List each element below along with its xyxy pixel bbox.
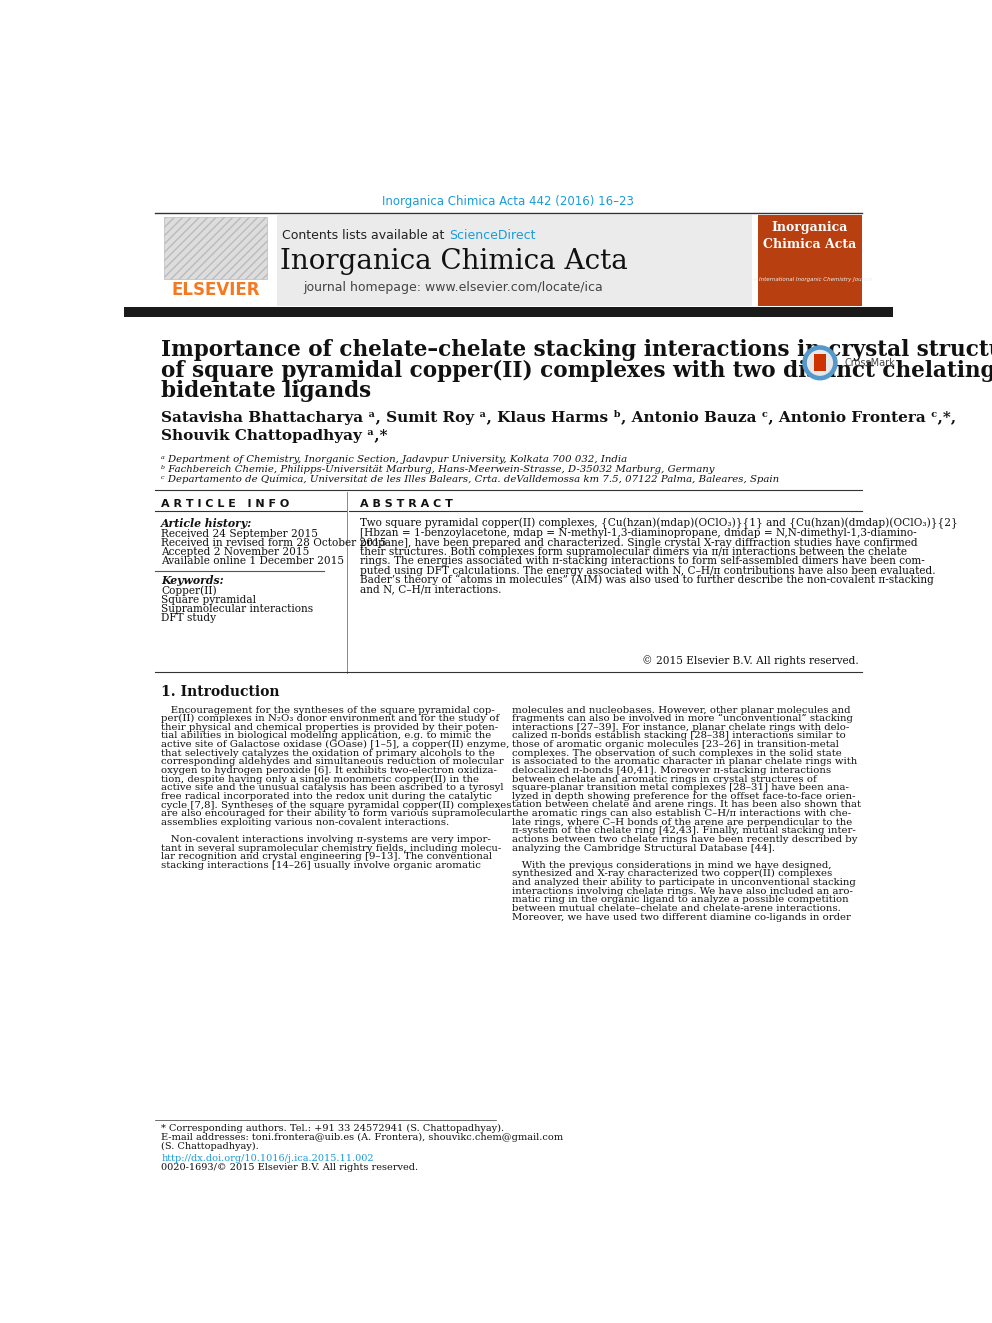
Text: Moreover, we have used two different diamine co-ligands in order: Moreover, we have used two different dia… <box>512 913 850 922</box>
Text: rings. The energies associated with π-stacking interactions to form self-assembl: rings. The energies associated with π-st… <box>359 556 925 566</box>
Text: calized π-bonds establish stacking [28–38] interactions similar to: calized π-bonds establish stacking [28–3… <box>512 732 845 741</box>
Text: Square pyramidal: Square pyramidal <box>161 595 256 605</box>
Text: Received 24 September 2015: Received 24 September 2015 <box>161 529 318 538</box>
Text: bidentate ligands: bidentate ligands <box>161 380 371 402</box>
Text: their structures. Both complexes form supramolecular dimers via π/π interactions: their structures. Both complexes form su… <box>359 546 907 557</box>
Text: Inorganica
Chimica Acta: Inorganica Chimica Acta <box>763 221 856 251</box>
Text: tion, despite having only a single monomeric copper(II) in the: tion, despite having only a single monom… <box>161 774 479 783</box>
Text: assemblies exploiting various non-covalent interactions.: assemblies exploiting various non-covale… <box>161 818 449 827</box>
Text: π-system of the chelate ring [42,43]. Finally, mutual stacking inter-: π-system of the chelate ring [42,43]. Fi… <box>512 827 855 835</box>
Text: per(II) complexes in N₂O₃ donor environment and for the study of: per(II) complexes in N₂O₃ donor environm… <box>161 714 499 724</box>
Bar <box>155 214 752 306</box>
Text: With the previous considerations in mind we have designed,: With the previous considerations in mind… <box>512 861 831 869</box>
Circle shape <box>807 351 832 376</box>
Text: stacking interactions [14–26] usually involve organic aromatic: stacking interactions [14–26] usually in… <box>161 861 481 869</box>
Text: E-mail addresses: toni.frontera@uib.es (A. Frontera), shouvikc.chem@gmail.com: E-mail addresses: toni.frontera@uib.es (… <box>161 1132 563 1142</box>
Text: lyzed in depth showing preference for the offset face-to-face orien-: lyzed in depth showing preference for th… <box>512 792 855 800</box>
Text: Accepted 2 November 2015: Accepted 2 November 2015 <box>161 548 310 557</box>
Text: Inorganica Chimica Acta 442 (2016) 16–23: Inorganica Chimica Acta 442 (2016) 16–23 <box>383 194 634 208</box>
Text: Supramolecular interactions: Supramolecular interactions <box>161 605 313 614</box>
Text: propane], have been prepared and characterized. Single crystal X-ray diffraction: propane], have been prepared and charact… <box>359 537 918 548</box>
Text: * Corresponding authors. Tel.: +91 33 24572941 (S. Chattopadhyay).: * Corresponding authors. Tel.: +91 33 24… <box>161 1123 504 1132</box>
Text: Encouragement for the syntheses of the square pyramidal cop-: Encouragement for the syntheses of the s… <box>161 705 495 714</box>
Text: Copper(II): Copper(II) <box>161 586 217 595</box>
Text: tial abilities in biological modeling application, e.g. to mimic the: tial abilities in biological modeling ap… <box>161 732 491 741</box>
Text: ᵇ Fachbereich Chemie, Philipps-Universität Marburg, Hans-Meerwein-Strasse, D-350: ᵇ Fachbereich Chemie, Philipps-Universit… <box>161 464 714 474</box>
Text: are also encouraged for their ability to form various supramolecular: are also encouraged for their ability to… <box>161 810 512 818</box>
Text: http://dx.doi.org/10.1016/j.ica.2015.11.002: http://dx.doi.org/10.1016/j.ica.2015.11.… <box>161 1154 374 1163</box>
Text: fragments can also be involved in more “unconventional” stacking: fragments can also be involved in more “… <box>512 714 852 724</box>
Text: Importance of chelate–chelate stacking interactions in crystal structures: Importance of chelate–chelate stacking i… <box>161 339 992 361</box>
Text: between chelate and aromatic rings in crystal structures of: between chelate and aromatic rings in cr… <box>512 774 816 783</box>
Text: delocalized π-bonds [40,41]. Moreover π-stacking interactions: delocalized π-bonds [40,41]. Moreover π-… <box>512 766 830 775</box>
Text: actions between two chelate rings have been recently described by: actions between two chelate rings have b… <box>512 835 857 844</box>
Text: ScienceDirect: ScienceDirect <box>449 229 536 242</box>
Text: oxygen to hydrogen peroxide [6]. It exhibits two-electron oxidiza-: oxygen to hydrogen peroxide [6]. It exhi… <box>161 766 497 775</box>
Text: Shouvik Chattopadhyay ᵃ,*: Shouvik Chattopadhyay ᵃ,* <box>161 429 388 443</box>
Text: and N, C–H/π interactions.: and N, C–H/π interactions. <box>359 585 501 594</box>
Circle shape <box>803 345 837 380</box>
Text: DFT study: DFT study <box>161 614 216 623</box>
Text: (S. Chattopadhyay).: (S. Chattopadhyay). <box>161 1142 259 1151</box>
Text: Received in revised form 28 October 2015: Received in revised form 28 October 2015 <box>161 538 387 548</box>
Text: corresponding aldehydes and simultaneous reduction of molecular: corresponding aldehydes and simultaneous… <box>161 757 504 766</box>
Bar <box>155 214 278 306</box>
Text: CrossMark: CrossMark <box>845 357 896 368</box>
Text: ᶜ Departamento de Química, Universitat de les Illes Balears, Crta. deValldemossa: ᶜ Departamento de Química, Universitat d… <box>161 475 780 484</box>
Text: late rings, where C–H bonds of the arene are perpendicular to the: late rings, where C–H bonds of the arene… <box>512 818 852 827</box>
Text: tant in several supramolecular chemistry fields, including molecu-: tant in several supramolecular chemistry… <box>161 844 501 852</box>
Text: is associated to the aromatic character in planar chelate rings with: is associated to the aromatic character … <box>512 757 857 766</box>
Text: active site and the unusual catalysis has been ascribed to a tyrosyl: active site and the unusual catalysis ha… <box>161 783 504 792</box>
Text: interactions [27–39]. For instance, planar chelate rings with delo-: interactions [27–39]. For instance, plan… <box>512 722 849 732</box>
Bar <box>124 307 893 318</box>
Text: ELSEVIER: ELSEVIER <box>172 280 261 299</box>
Text: ᵃ Department of Chemistry, Inorganic Section, Jadavpur University, Kolkata 700 0: ᵃ Department of Chemistry, Inorganic Sec… <box>161 455 627 463</box>
Text: molecules and nucleobases. However, other planar molecules and: molecules and nucleobases. However, othe… <box>512 705 850 714</box>
Text: © 2015 Elsevier B.V. All rights reserved.: © 2015 Elsevier B.V. All rights reserved… <box>642 655 859 667</box>
Text: A R T I C L E   I N F O: A R T I C L E I N F O <box>161 500 290 509</box>
Text: Two square pyramidal copper(II) complexes, {Cu(hzan)(mdap)(OClO₃)}{1} and {Cu(hz: Two square pyramidal copper(II) complexe… <box>359 519 957 529</box>
Text: 1. Introduction: 1. Introduction <box>161 684 280 699</box>
Text: cycle [7,8]. Syntheses of the square pyramidal copper(II) complexes: cycle [7,8]. Syntheses of the square pyr… <box>161 800 512 810</box>
Text: free radical incorporated into the redox unit during the catalytic: free radical incorporated into the redox… <box>161 792 492 800</box>
Text: [Hbzan = 1-benzoylacetone, mdap = N-methyl-1,3-diaminopropane, dmdap = N,N-dimet: [Hbzan = 1-benzoylacetone, mdap = N-meth… <box>359 528 917 538</box>
Text: their physical and chemical properties is provided by their poten-: their physical and chemical properties i… <box>161 722 498 732</box>
Text: tation between chelate and arene rings. It has been also shown that: tation between chelate and arene rings. … <box>512 800 860 810</box>
Text: Contents lists available at: Contents lists available at <box>282 229 448 242</box>
Text: 0020-1693/© 2015 Elsevier B.V. All rights reserved.: 0020-1693/© 2015 Elsevier B.V. All right… <box>161 1163 419 1172</box>
Text: synthesized and X-ray characterized two copper(II) complexes: synthesized and X-ray characterized two … <box>512 869 831 878</box>
Text: Inorganica Chimica Acta: Inorganica Chimica Acta <box>280 247 627 275</box>
Text: Keywords:: Keywords: <box>161 576 224 586</box>
Text: square-planar transition metal complexes [28–31] have been ana-: square-planar transition metal complexes… <box>512 783 848 792</box>
Text: journal homepage: www.elsevier.com/locate/ica: journal homepage: www.elsevier.com/locat… <box>304 280 603 294</box>
FancyBboxPatch shape <box>813 355 826 372</box>
Text: The International Inorganic Chemistry Journal: The International Inorganic Chemistry Jo… <box>747 277 873 282</box>
Text: matic ring in the organic ligand to analyze a possible competition: matic ring in the organic ligand to anal… <box>512 896 848 905</box>
Text: Article history:: Article history: <box>161 519 252 529</box>
Text: that selectively catalyzes the oxidation of primary alcohols to the: that selectively catalyzes the oxidation… <box>161 749 495 758</box>
Text: lar recognition and crystal engineering [9–13]. The conventional: lar recognition and crystal engineering … <box>161 852 492 861</box>
Text: the aromatic rings can also establish C–H/π interactions with che-: the aromatic rings can also establish C–… <box>512 810 850 818</box>
Text: those of aromatic organic molecules [23–26] in transition-metal: those of aromatic organic molecules [23–… <box>512 740 838 749</box>
Text: Satavisha Bhattacharya ᵃ, Sumit Roy ᵃ, Klaus Harms ᵇ, Antonio Bauza ᶜ, Antonio F: Satavisha Bhattacharya ᵃ, Sumit Roy ᵃ, K… <box>161 410 956 425</box>
Text: between mutual chelate–chelate and chelate-arene interactions.: between mutual chelate–chelate and chela… <box>512 904 840 913</box>
Text: complexes. The observation of such complexes in the solid state: complexes. The observation of such compl… <box>512 749 841 758</box>
Text: A B S T R A C T: A B S T R A C T <box>359 500 452 509</box>
Bar <box>165 217 267 279</box>
Text: Bader’s theory of “atoms in molecules” (AIM) was also used to further describe t: Bader’s theory of “atoms in molecules” (… <box>359 574 933 586</box>
Text: and analyzed their ability to participate in unconventional stacking: and analyzed their ability to participat… <box>512 878 855 886</box>
Text: of square pyramidal copper(II) complexes with two distinct chelating: of square pyramidal copper(II) complexes… <box>161 360 992 381</box>
Text: Non-covalent interactions involving π-systems are very impor-: Non-covalent interactions involving π-sy… <box>161 835 491 844</box>
Text: puted using DFT calculations. The energy associated with N, C–H/π contributions : puted using DFT calculations. The energy… <box>359 566 935 576</box>
Text: active site of Galactose oxidase (GOase) [1–5], a copper(II) enzyme,: active site of Galactose oxidase (GOase)… <box>161 740 510 749</box>
Text: analyzing the Cambridge Structural Database [44].: analyzing the Cambridge Structural Datab… <box>512 844 775 852</box>
Text: Available online 1 December 2015: Available online 1 December 2015 <box>161 557 344 566</box>
Bar <box>758 214 862 306</box>
Text: interactions involving chelate rings. We have also included an aro-: interactions involving chelate rings. We… <box>512 886 852 896</box>
